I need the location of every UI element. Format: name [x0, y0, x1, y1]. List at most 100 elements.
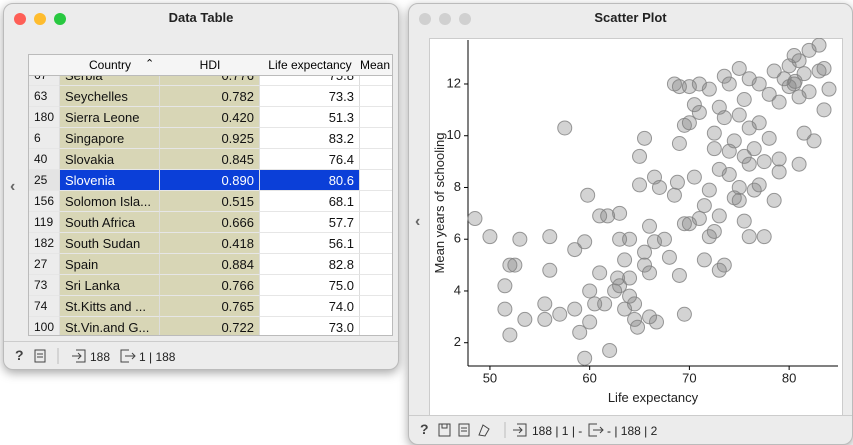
point	[592, 208, 608, 224]
table-cell[interactable]: 57.7	[260, 212, 360, 233]
table-cell[interactable]: 73.3	[260, 86, 360, 107]
point	[656, 231, 672, 247]
table-cell[interactable]: Slovenia	[60, 170, 160, 191]
table-cell	[360, 75, 392, 86]
row-number[interactable]: 74	[29, 296, 60, 317]
point	[622, 288, 638, 304]
point	[766, 192, 782, 208]
column-header[interactable]: Mean years of schooling	[360, 55, 392, 76]
x-axis-title: Life expectancy	[608, 390, 699, 405]
row-number[interactable]: 119	[29, 212, 60, 233]
table-cell[interactable]: 0.765	[160, 296, 260, 317]
point	[517, 311, 533, 327]
row-number[interactable]: 6	[29, 128, 60, 149]
collapse-arrow[interactable]: ‹	[415, 213, 421, 230]
table-cell	[360, 296, 392, 317]
point	[701, 182, 717, 198]
row-number[interactable]: 182	[29, 233, 60, 254]
table-cell[interactable]: 0.418	[160, 233, 260, 254]
table-cell[interactable]: 75.0	[260, 275, 360, 296]
table-cell[interactable]: 0.782	[160, 86, 260, 107]
table-cell[interactable]: 0.890	[160, 170, 260, 191]
row-number[interactable]: 27	[29, 254, 60, 275]
table-cell[interactable]: St.Kitts and ...	[60, 296, 160, 317]
point	[622, 231, 638, 247]
input-icon	[72, 349, 86, 363]
table-cell[interactable]: Serbia	[60, 75, 160, 86]
table-cell[interactable]: 83.2	[260, 128, 360, 149]
table-cell[interactable]: 0.766	[160, 275, 260, 296]
table-cell	[360, 212, 392, 233]
point	[497, 301, 513, 317]
zoom-button[interactable]	[54, 13, 66, 25]
table-cell[interactable]: 75.8	[260, 75, 360, 86]
point	[791, 156, 807, 172]
table-cell[interactable]: Singapore	[60, 128, 160, 149]
column-header[interactable]: Life expectancy	[260, 55, 361, 76]
table-cell[interactable]: Sierra Leone	[60, 107, 160, 128]
point	[731, 60, 747, 76]
table-cell[interactable]: 0.722	[160, 317, 260, 335]
table-cell[interactable]: 76.4	[260, 149, 360, 170]
point	[771, 164, 787, 180]
close-button[interactable]	[14, 13, 26, 25]
output-icon	[588, 423, 604, 437]
point	[627, 296, 643, 312]
point	[630, 319, 646, 335]
table-cell[interactable]: South Sudan	[60, 233, 160, 254]
x-tick-label: 60	[582, 370, 596, 385]
table-cell[interactable]: 73.0	[260, 317, 360, 335]
table-cell[interactable]: 51.3	[260, 107, 360, 128]
point	[567, 242, 583, 258]
point	[671, 267, 687, 283]
table-cell[interactable]: 0.845	[160, 149, 260, 170]
row-number[interactable]: 25	[29, 170, 60, 191]
collapse-arrow[interactable]: ‹	[10, 178, 16, 195]
table-cell[interactable]: 74.0	[260, 296, 360, 317]
table-cell[interactable]: Seychelles	[60, 86, 160, 107]
table-cell[interactable]: Solomon Isla...	[60, 191, 160, 212]
table-cell[interactable]: Sri Lanka	[60, 275, 160, 296]
point	[676, 306, 692, 322]
table-cell[interactable]: 0.884	[160, 254, 260, 275]
table-cell[interactable]: 56.1	[260, 233, 360, 254]
table-cell[interactable]: 80.6	[260, 170, 360, 191]
row-number[interactable]: 156	[29, 191, 60, 212]
point	[622, 270, 638, 286]
row-number[interactable]: 73	[29, 275, 60, 296]
row-number[interactable]: 63	[29, 86, 60, 107]
point	[716, 110, 732, 126]
table-cell[interactable]: 0.776	[160, 75, 260, 86]
point	[467, 211, 483, 227]
point	[721, 167, 737, 183]
point	[637, 257, 653, 273]
row-number[interactable]: 40	[29, 149, 60, 170]
zoom-button[interactable]	[459, 13, 471, 25]
row-number[interactable]: 180	[29, 107, 60, 128]
table-cell[interactable]: 0.666	[160, 212, 260, 233]
minimize-button[interactable]	[34, 13, 46, 25]
table-cell[interactable]: 82.8	[260, 254, 360, 275]
table-cell[interactable]: 0.420	[160, 107, 260, 128]
point	[666, 187, 682, 203]
column-header[interactable]: HDI	[160, 55, 261, 76]
table-cell	[360, 107, 392, 128]
row-number[interactable]: 100	[29, 317, 60, 335]
table-cell[interactable]: Spain	[60, 254, 160, 275]
table-cell[interactable]: South Africa	[60, 212, 160, 233]
column-header[interactable]: Country	[60, 55, 161, 76]
table-cell[interactable]: 0.925	[160, 128, 260, 149]
close-button[interactable]	[419, 13, 431, 25]
table-cell[interactable]: Slovakia	[60, 149, 160, 170]
table-cell[interactable]: 68.1	[260, 191, 360, 212]
point	[642, 218, 658, 234]
point	[577, 350, 593, 366]
output-icon	[120, 349, 136, 363]
y-tick-label: 10	[447, 127, 461, 142]
table-cell[interactable]: St.Vin.and G...	[60, 317, 160, 335]
minimize-button[interactable]	[439, 13, 451, 25]
table-cell[interactable]: 0.515	[160, 191, 260, 212]
row-number[interactable]: 67	[29, 75, 60, 86]
y-tick-label: 2	[454, 334, 461, 349]
point	[637, 130, 653, 146]
